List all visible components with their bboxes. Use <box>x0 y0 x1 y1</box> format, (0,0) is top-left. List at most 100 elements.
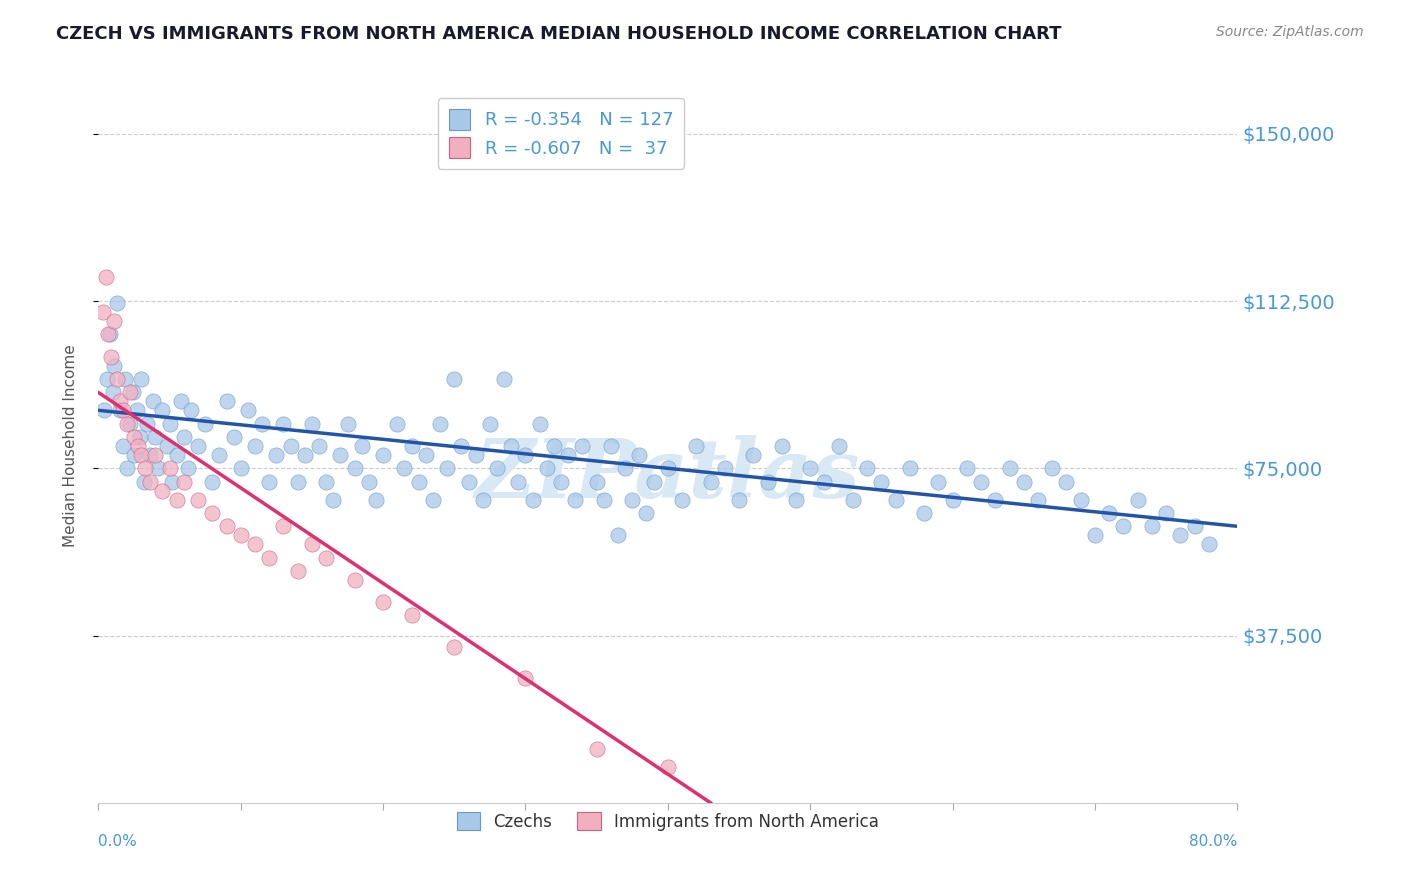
Point <box>134 461 156 475</box>
Point <box>799 461 821 475</box>
Point <box>742 448 765 462</box>
Point <box>138 475 160 489</box>
Text: CZECH VS IMMIGRANTS FROM NORTH AMERICA MEDIAN HOUSEHOLD INCOME CORRELATION CHART: CZECH VS IMMIGRANTS FROM NORTH AMERICA M… <box>56 25 1062 43</box>
Point <box>114 372 136 386</box>
Point <box>128 430 150 444</box>
Point <box>229 461 252 475</box>
Point <box>443 640 465 654</box>
Point <box>394 461 416 475</box>
Point <box>287 564 309 578</box>
Point <box>148 461 170 475</box>
Point <box>643 475 665 489</box>
Point <box>970 475 993 489</box>
Point <box>222 430 245 444</box>
Point <box>550 475 572 489</box>
Point <box>636 506 658 520</box>
Point <box>486 461 509 475</box>
Point <box>129 448 152 462</box>
Point <box>621 492 644 507</box>
Point <box>152 483 174 498</box>
Point <box>870 475 893 489</box>
Point <box>91 305 114 319</box>
Point <box>308 439 330 453</box>
Point <box>685 439 707 453</box>
Point <box>336 417 359 431</box>
Point <box>159 417 181 431</box>
Point <box>912 506 935 520</box>
Point <box>287 475 309 489</box>
Point <box>166 448 188 462</box>
Point <box>699 475 721 489</box>
Point <box>1026 492 1049 507</box>
Point <box>259 475 281 489</box>
Point <box>508 475 530 489</box>
Point <box>422 492 444 507</box>
Point <box>103 314 125 328</box>
Point <box>108 403 131 417</box>
Point <box>515 671 537 685</box>
Point <box>415 448 437 462</box>
Point <box>1198 537 1220 551</box>
Point <box>1170 528 1192 542</box>
Point <box>457 475 479 489</box>
Point <box>122 448 145 462</box>
Point <box>657 760 679 774</box>
Text: ZIPatlas: ZIPatlas <box>475 434 860 515</box>
Point <box>121 385 143 400</box>
Point <box>173 430 195 444</box>
Text: Source: ZipAtlas.com: Source: ZipAtlas.com <box>1216 25 1364 39</box>
Point <box>956 461 979 475</box>
Point <box>273 519 295 533</box>
Point <box>177 461 200 475</box>
Point <box>898 461 921 475</box>
Point <box>125 403 148 417</box>
Point <box>135 417 157 431</box>
Point <box>273 417 295 431</box>
Point <box>1184 519 1206 533</box>
Point <box>600 439 623 453</box>
Point <box>127 439 149 453</box>
Point <box>215 519 238 533</box>
Point <box>785 492 807 507</box>
Point <box>201 475 224 489</box>
Point <box>501 439 523 453</box>
Point <box>592 492 614 507</box>
Point <box>118 385 141 400</box>
Point <box>371 595 394 609</box>
Point <box>828 439 851 453</box>
Point <box>557 448 579 462</box>
Point <box>401 439 423 453</box>
Point <box>97 327 120 342</box>
Point <box>536 461 558 475</box>
Point <box>1112 519 1135 533</box>
Point <box>471 492 494 507</box>
Point <box>607 528 630 542</box>
Point <box>364 492 387 507</box>
Point <box>215 394 238 409</box>
Point <box>229 528 252 542</box>
Point <box>1070 492 1092 507</box>
Point <box>1154 506 1177 520</box>
Point <box>166 492 188 507</box>
Point <box>294 448 316 462</box>
Point <box>1012 475 1035 489</box>
Point <box>450 439 472 453</box>
Point <box>103 359 125 373</box>
Point <box>138 448 160 462</box>
Point <box>515 448 537 462</box>
Point <box>236 403 259 417</box>
Point <box>243 537 266 551</box>
Point <box>187 492 209 507</box>
Point <box>280 439 302 453</box>
Point <box>585 742 607 756</box>
Point <box>105 372 128 386</box>
Point <box>343 573 366 587</box>
Point <box>122 430 145 444</box>
Point <box>628 448 651 462</box>
Point <box>98 327 121 342</box>
Point <box>998 461 1021 475</box>
Point <box>129 372 152 386</box>
Point <box>108 394 131 409</box>
Point <box>357 475 380 489</box>
Point <box>170 394 193 409</box>
